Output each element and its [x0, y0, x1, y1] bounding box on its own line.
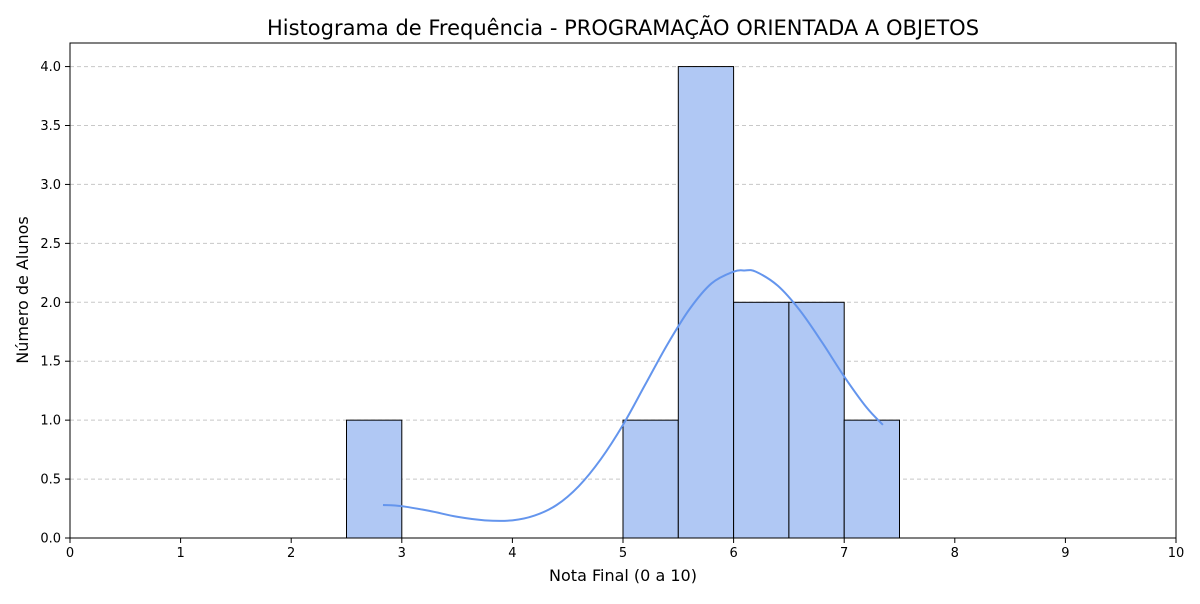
histogram-bar — [843, 419, 901, 539]
x-tick-label: 3 — [398, 546, 406, 561]
bars-layer — [346, 66, 901, 539]
x-tick-label: 0 — [66, 546, 74, 561]
x-tick-label: 10 — [1168, 546, 1185, 561]
x-tick-label: 1 — [176, 546, 184, 561]
histogram-bar — [677, 66, 735, 539]
x-axis-label: Nota Final (0 a 10) — [549, 566, 697, 585]
y-tick-label: 3.5 — [40, 119, 61, 134]
y-axis-label: Número de Alunos — [13, 216, 32, 364]
x-tick-label: 4 — [508, 546, 516, 561]
histogram-bar — [733, 301, 790, 539]
y-tick-label: 0.0 — [40, 532, 61, 547]
histogram-bar — [622, 419, 679, 539]
histogram-bar — [788, 301, 845, 539]
x-tick-label: 5 — [619, 546, 627, 561]
x-tick-label: 2 — [287, 546, 295, 561]
x-axis-ticks: 0 1 2 3 4 5 6 7 8 9 10 — [66, 538, 1184, 561]
y-axis-ticks: 0.0 0.5 1.0 1.5 2.0 2.5 3.0 3.5 4.0 — [40, 60, 70, 547]
chart-title: Histograma de Frequência - PROGRAMAÇÃO O… — [267, 14, 979, 40]
x-tick-label: 8 — [951, 546, 959, 561]
x-tick-label: 7 — [840, 546, 848, 561]
y-tick-label: 2.5 — [40, 237, 61, 252]
x-tick-label: 9 — [1061, 546, 1069, 561]
kde-layer — [382, 269, 884, 522]
y-tick-label: 2.0 — [40, 296, 61, 311]
y-tick-label: 3.0 — [40, 178, 61, 193]
grid-layer — [70, 66, 1176, 480]
y-tick-label: 4.0 — [40, 60, 61, 75]
y-tick-label: 0.5 — [40, 473, 61, 488]
x-tick-label: 6 — [729, 546, 737, 561]
kde-density-line — [382, 269, 884, 522]
y-tick-label: 1.0 — [40, 414, 61, 429]
y-tick-label: 1.5 — [40, 355, 61, 370]
histogram-bar — [346, 419, 403, 539]
